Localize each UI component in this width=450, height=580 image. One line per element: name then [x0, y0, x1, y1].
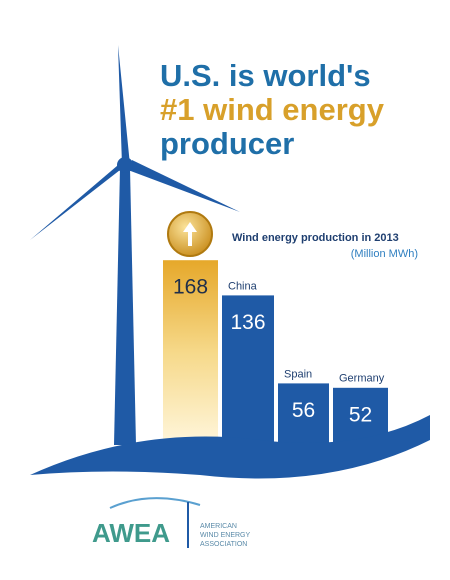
bar — [163, 260, 218, 445]
value-label: 136 — [230, 311, 265, 334]
value-label: 168 — [173, 276, 208, 299]
logo-name: AWEA — [92, 518, 170, 548]
medal-arrow — [183, 222, 197, 246]
category-label: China — [228, 280, 258, 292]
logo: AWEA AMERICAN WIND ENERGY ASSOCIATION — [92, 497, 251, 548]
logo-line: ASSOCIATION — [200, 541, 247, 548]
logo-swoosh — [109, 497, 201, 509]
category-label: Spain — [284, 368, 312, 380]
category-label: Germany — [339, 373, 385, 385]
wave — [30, 415, 430, 479]
logo-line: WIND ENERGY — [200, 532, 251, 539]
bar — [278, 383, 329, 445]
title-line: #1 wind energy — [160, 92, 385, 127]
turbine — [30, 45, 240, 445]
title-line: U.S. is world's — [160, 58, 371, 93]
bars: 168 136 China 56 Spain 52 Germany — [163, 260, 388, 445]
bar — [222, 295, 274, 445]
unit: (Million MWh) — [351, 248, 418, 260]
value-label: 56 — [292, 399, 315, 422]
title-line: producer — [160, 126, 294, 161]
value-label: 52 — [349, 403, 372, 426]
subtitle: Wind energy production in 2013 — [232, 232, 399, 244]
logo-line: AMERICAN — [200, 523, 237, 530]
